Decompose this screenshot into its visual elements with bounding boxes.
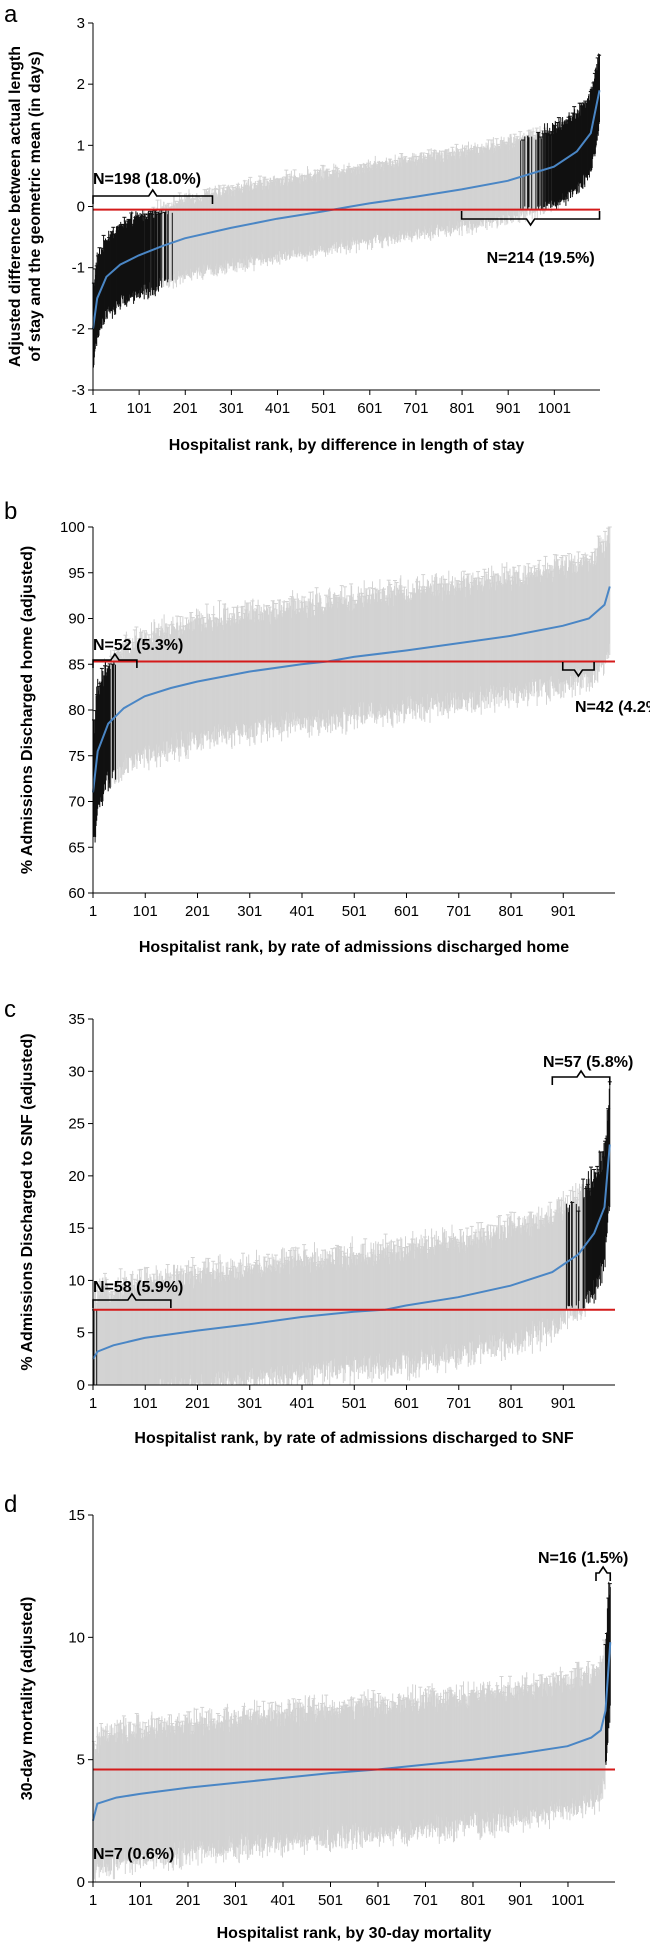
x-tick-label: 301	[237, 1395, 262, 1412]
y-tick-label: 10	[68, 1272, 85, 1289]
x-tick-label: 801	[450, 400, 475, 417]
x-tick-label: 901	[496, 400, 521, 417]
group-count-label: N=42 (4.2%)	[575, 699, 650, 716]
y-tick-label: 95	[68, 565, 85, 582]
x-tick-label: 901	[551, 903, 576, 920]
y-tick-label: 80	[68, 702, 85, 719]
group-count-label: N=57 (5.8%)	[543, 1054, 633, 1071]
y-tick-label: 85	[68, 656, 85, 673]
y-tick-label: 20	[68, 1168, 85, 1185]
x-tick-label: 201	[185, 1395, 210, 1412]
y-tick-label: -3	[72, 382, 85, 399]
y-tick-label: -2	[72, 321, 85, 338]
y-axis-title: % Admissions Discharged home (adjusted)	[19, 546, 36, 874]
y-tick-label: 65	[68, 839, 85, 856]
ranked-estimate-curve	[92, 90, 601, 329]
x-axis-title: Hospitalist rank, by rate of admissions …	[139, 939, 569, 956]
group-bracket	[92, 188, 214, 204]
y-tick-label: 60	[68, 885, 85, 902]
x-tick-label: 701	[403, 400, 428, 417]
panel-letter: b	[4, 498, 17, 525]
y-axis-title: Adjusted difference between actual lengt…	[7, 46, 24, 367]
x-tick-label: 101	[133, 1395, 158, 1412]
y-axis-title: % Admissions Discharged to SNF (adjusted…	[19, 1033, 36, 1370]
y-tick-label: 100	[60, 519, 85, 536]
x-tick-label: 1001	[538, 400, 571, 417]
y-tick-label: 0	[77, 199, 85, 216]
panel-c: c 0 5 10 15 20 25 30 35 1 101 201 301 401 501 601 701 801…	[4, 996, 633, 1447]
x-axis-title: Hospitalist rank, by difference in lengt…	[169, 437, 525, 454]
x-tick-label: 1	[89, 1395, 97, 1412]
group-count-label: N=214 (19.5%)	[487, 250, 595, 267]
x-tick-label: 201	[173, 400, 198, 417]
ranked-estimate-curve	[92, 586, 611, 793]
panel-letter: c	[4, 996, 16, 1023]
x-tick-label: 801	[499, 1395, 524, 1412]
x-tick-label: 501	[342, 903, 367, 920]
y-tick-label: 1	[77, 137, 85, 154]
y-tick-label: 90	[68, 611, 85, 628]
x-tick-label: 101	[133, 903, 158, 920]
x-tick-label: 601	[357, 400, 382, 417]
group-bracket	[92, 652, 138, 668]
group-bracket	[551, 1069, 611, 1085]
x-tick-label: 901	[551, 1395, 576, 1412]
grey-error-bars	[91, 1639, 607, 1882]
x-tick-label: 601	[394, 1395, 419, 1412]
x-tick-label: 701	[446, 903, 471, 920]
group-count-label: N=58 (5.9%)	[93, 1279, 183, 1296]
grey-error-bars	[104, 526, 612, 793]
group-bracket	[561, 662, 595, 678]
y-tick-label: 5	[77, 1325, 85, 1342]
y-tick-label: 30	[68, 1063, 85, 1080]
x-tick-label: 401	[289, 1395, 314, 1412]
x-tick-label: 1	[89, 400, 97, 417]
y-tick-label: 70	[68, 794, 85, 811]
x-tick-label: 301	[219, 400, 244, 417]
y-tick-label: 0	[77, 1377, 85, 1394]
x-tick-label: 601	[394, 903, 419, 920]
x-tick-label: 401	[265, 400, 290, 417]
panel-letter: a	[4, 1, 18, 28]
x-tick-label: 101	[127, 400, 152, 417]
x-axis-title: Hospitalist rank, by rate of admissions …	[134, 1430, 573, 1447]
x-tick-label: 701	[446, 1395, 471, 1412]
black-error-bars	[92, 1081, 612, 1385]
panel-b: b 60 65 70 75 80 85 90 95 100 1 101 201 301 401 501 601 7…	[4, 498, 650, 956]
x-tick-label: 1	[89, 903, 97, 920]
x-tick-label: 201	[185, 903, 210, 920]
group-count-label: N=52 (5.3%)	[93, 637, 183, 654]
y-tick-label: 2	[77, 76, 85, 93]
x-tick-label: 501	[311, 400, 336, 417]
group-bracket	[460, 211, 601, 227]
group-bracket	[92, 1292, 172, 1308]
y-tick-label: 25	[68, 1116, 85, 1133]
group-count-label: N=198 (18.0%)	[93, 171, 201, 188]
panel-a: a -3 -2 -1 0 1 2 3 1 101 201 301 401 501 601 701 801 901 1…	[4, 1, 602, 454]
y-axis-title: of stay and the geometric mean (in days)	[27, 51, 44, 361]
y-tick-label: -1	[72, 260, 85, 277]
y-tick-label: 3	[77, 15, 85, 32]
x-tick-label: 501	[342, 1395, 367, 1412]
y-tick-label: 35	[68, 1011, 85, 1028]
panel-letter: d	[4, 1491, 17, 1518]
x-tick-label: 301	[237, 903, 262, 920]
x-tick-label: 401	[289, 903, 314, 920]
y-tick-label: 75	[68, 748, 85, 765]
x-tick-label: 801	[499, 903, 524, 920]
y-tick-label: 15	[68, 1220, 85, 1237]
